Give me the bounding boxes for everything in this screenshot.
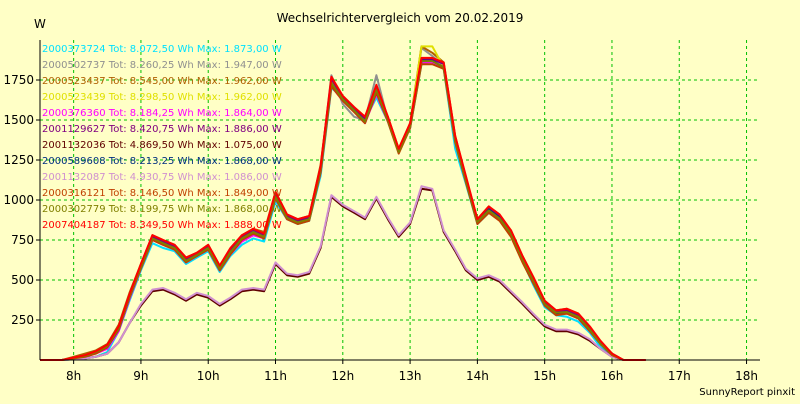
x-tick-label: 16h [601, 369, 624, 383]
series-line [40, 56, 646, 361]
legend-entry: 2000502737 Tot: 8.260,25 Wh Max: 1.947,0… [42, 60, 282, 71]
legend: 2000373724 Tot: 8.072,50 Wh Max: 1.873,0… [42, 44, 282, 231]
legend-entry: 2000302779 Tot: 8.199,75 Wh Max: 1.868,0… [42, 204, 282, 215]
legend-entry: 2000589608 Tot: 8.213,25 Wh Max: 1.868,0… [42, 156, 282, 167]
x-tick-label: 15h [533, 369, 556, 383]
y-tick-label: 750 [11, 233, 34, 247]
series-line [40, 185, 646, 361]
legend-entry: 2000523437 Tot: 8.545,00 Wh Max: 1.962,0… [42, 76, 282, 87]
x-tick-label: 11h [264, 369, 287, 383]
x-tick-label: 14h [466, 369, 489, 383]
legend-entry: 2001129627 Tot: 8.420,75 Wh Max: 1.886,0… [42, 124, 282, 135]
x-tick-label: 9h [133, 369, 148, 383]
legend-entry: 2000376360 Tot: 8.184,25 Wh Max: 1.864,0… [42, 108, 282, 119]
y-axis-unit-label: W [34, 17, 46, 31]
legend-entry: 2000316121 Tot: 8.146,50 Wh Max: 1.849,0… [42, 188, 282, 199]
series-layer [40, 45, 646, 361]
legend-entry: 2000373724 Tot: 8.072,50 Wh Max: 1.873,0… [42, 44, 282, 55]
y-tick-label: 500 [11, 273, 34, 287]
legend-entry: 2001132087 Tot: 4.930,75 Wh Max: 1.086,0… [42, 172, 282, 183]
y-tick-label: 1250 [3, 153, 34, 167]
tick-layer: 8h 9h 10h 11h 12h 13h 14h 15h 16h 17h 18h 250 500 750… [3, 73, 758, 383]
x-tick-label: 18h [735, 369, 758, 383]
x-tick-label: 17h [668, 369, 691, 383]
footer-credit: SunnyReport pinxit [699, 387, 795, 398]
y-tick-label: 1750 [3, 73, 34, 87]
y-tick-label: 1000 [3, 193, 34, 207]
series-line [40, 60, 646, 361]
legend-entry: 2000523439 Tot: 8.298,50 Wh Max: 1.962,0… [42, 92, 282, 103]
chart-title: Wechselrichtervergleich vom 20.02.2019 [277, 11, 524, 25]
y-tick-label: 250 [11, 313, 34, 327]
x-tick-label: 13h [399, 369, 422, 383]
y-tick-label: 1500 [3, 113, 34, 127]
x-tick-label: 10h [197, 369, 220, 383]
legend-entry: 2001132036 Tot: 4.869,50 Wh Max: 1.075,0… [42, 140, 282, 151]
legend-entry: 2007404187 Tot: 8.349,50 Wh Max: 1.888,0… [42, 220, 282, 231]
x-tick-label: 12h [331, 369, 354, 383]
x-tick-label: 8h [66, 369, 81, 383]
